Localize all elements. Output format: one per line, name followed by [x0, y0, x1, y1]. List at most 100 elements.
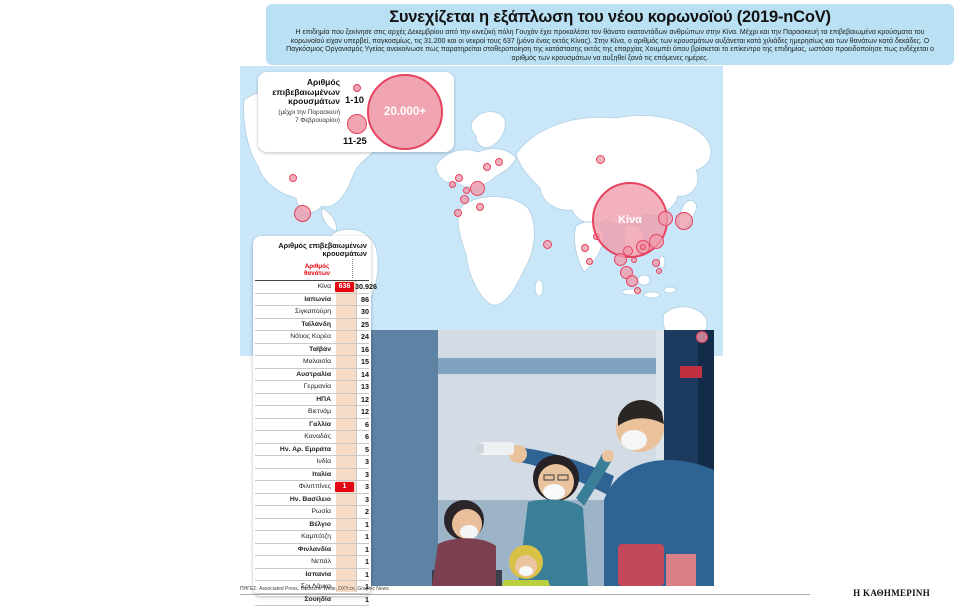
deaths-cell	[334, 381, 355, 393]
deaths-cell	[334, 394, 355, 406]
legend-circle-large: 20.000+	[367, 74, 443, 150]
cases-value: 16	[355, 344, 369, 356]
cases-value: 3	[355, 481, 369, 493]
cases-value: 6	[355, 431, 369, 443]
deaths-cell	[334, 331, 355, 343]
cases-value: 12	[355, 394, 369, 406]
cases-value: 1	[355, 531, 369, 543]
country-name: Μαλαισία	[255, 356, 334, 368]
deaths-cell: 1	[334, 481, 355, 493]
cases-value: 12	[355, 406, 369, 418]
deaths-cell	[334, 531, 355, 543]
country-name: Ην. Βασίλειο	[255, 494, 334, 506]
country-name: Ρωσία	[255, 506, 334, 518]
deaths-cell	[334, 556, 355, 568]
cases-value: 13	[355, 381, 369, 393]
country-name: Νεπάλ	[255, 556, 334, 568]
country-name: Ταϊβάν	[255, 344, 334, 356]
country-name: Βέλγιο	[255, 519, 334, 531]
table-row: Καναδάς 6	[255, 431, 369, 444]
cases-value: 30	[355, 306, 369, 318]
table-deaths-header: Αριθμός θανάτων	[297, 263, 337, 277]
deaths-cell	[334, 544, 355, 556]
country-name: Νότιος Κορέα	[255, 331, 334, 343]
cases-value: 5	[355, 444, 369, 456]
table-row: Σιγκαπούρη 30	[255, 306, 369, 319]
country-name: Ιαπωνία	[255, 294, 334, 306]
table-cases-header: Αριθμός επιβεβαιωμένων κρουσμάτων	[278, 242, 367, 259]
deaths-cell	[334, 406, 355, 418]
table-dotted-leader	[352, 259, 353, 278]
country-name: Ην. Αρ. Εμιράτα	[255, 444, 334, 456]
country-name: Ιταλία	[255, 469, 334, 481]
cases-value: 2	[355, 506, 369, 518]
deaths-cell	[334, 519, 355, 531]
cases-value: 86	[355, 294, 369, 306]
legend-label-small: 1-10	[345, 95, 364, 106]
deaths-cell	[334, 494, 355, 506]
legend-subheading: (μέχρι την Παρασκευή 7 Φεβρουαρίου)	[278, 109, 340, 124]
deaths-cell	[334, 444, 355, 456]
deaths-cell	[334, 344, 355, 356]
deaths-cell	[334, 306, 355, 318]
deaths-cell	[334, 569, 355, 581]
legend-circle-medium	[347, 114, 367, 134]
photo-airport-temperature-screening	[368, 330, 714, 586]
deaths-cell	[334, 506, 355, 518]
table-row: Ρωσία 2	[255, 506, 369, 519]
table-row: ΗΠΑ 12	[255, 394, 369, 407]
legend-card: Αριθμός επιβεβαιωμένων κρουσμάτων (μέχρι…	[258, 72, 454, 152]
cases-value: 1	[355, 544, 369, 556]
country-name: Ισπανία	[255, 569, 334, 581]
cases-value: 1	[355, 556, 369, 568]
country-name: Φιλιππίνες	[255, 481, 334, 493]
table-row: Ιαπωνία 86	[255, 294, 369, 307]
country-name: Καναδάς	[255, 431, 334, 443]
country-name: Ταϊλάνδη	[255, 319, 334, 331]
country-name: Σουηδία	[255, 594, 334, 606]
deaths-cell	[334, 319, 355, 331]
deaths-cell	[334, 356, 355, 368]
deaths-cell	[334, 369, 355, 381]
sources-credit: ΠΗΓΕΣ: Associated Press, Deutsche Welle,…	[240, 586, 389, 592]
footer-rule	[240, 594, 810, 595]
intro-paragraph: Η επιδημία που ξεκίνησε στις αρχές Δεκεμ…	[283, 29, 938, 64]
country-name: Ινδία	[255, 456, 334, 468]
cases-value: 3	[355, 494, 369, 506]
cases-table-card: Αριθμός επιβεβαιωμένων κρουσμάτων Αριθμό…	[253, 236, 371, 596]
deaths-cell	[334, 469, 355, 481]
table-row: Νεπάλ 1	[255, 556, 369, 569]
deaths-cell	[334, 431, 355, 443]
country-name: Βιετνάμ	[255, 406, 334, 418]
country-name: Γερμανία	[255, 381, 334, 393]
table-row: Ταϊλάνδη 25	[255, 319, 369, 332]
legend-circle-small	[353, 84, 361, 92]
deaths-cell	[334, 419, 355, 431]
table-row: Γερμανία 13	[255, 381, 369, 394]
cases-value: 1	[355, 569, 369, 581]
table-row: Ισπανία 1	[255, 569, 369, 582]
deaths-cell	[334, 594, 355, 606]
cases-value: 1	[355, 594, 369, 606]
cases-value: 14	[355, 369, 369, 381]
deaths-badge: 1	[335, 482, 354, 492]
country-name: ΗΠΑ	[255, 394, 334, 406]
country-name: Κίνα	[255, 281, 334, 293]
deaths-cell	[334, 294, 355, 306]
cases-value: 25	[355, 319, 369, 331]
table-row: Ην. Βασίλειο 3	[255, 494, 369, 507]
deaths-cell: 636	[334, 281, 355, 293]
country-name: Γαλλία	[255, 419, 334, 431]
country-name: Σιγκαπούρη	[255, 306, 334, 318]
cases-value: 30.926	[355, 281, 369, 293]
